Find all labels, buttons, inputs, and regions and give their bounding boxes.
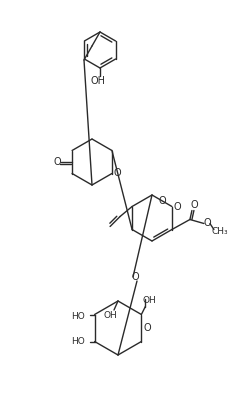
Text: HO: HO (71, 312, 85, 321)
Text: OH: OH (91, 76, 105, 86)
Text: HO: HO (71, 337, 85, 346)
Text: OH: OH (142, 296, 156, 305)
Text: O: O (173, 202, 181, 212)
Text: O: O (53, 157, 61, 167)
Text: CH₃: CH₃ (212, 227, 228, 236)
Text: O: O (113, 168, 121, 179)
Text: O: O (144, 323, 151, 333)
Text: O: O (158, 196, 166, 206)
Text: O: O (190, 200, 198, 210)
Text: O: O (203, 219, 211, 229)
Text: O: O (131, 272, 139, 282)
Text: OH: OH (103, 311, 117, 320)
